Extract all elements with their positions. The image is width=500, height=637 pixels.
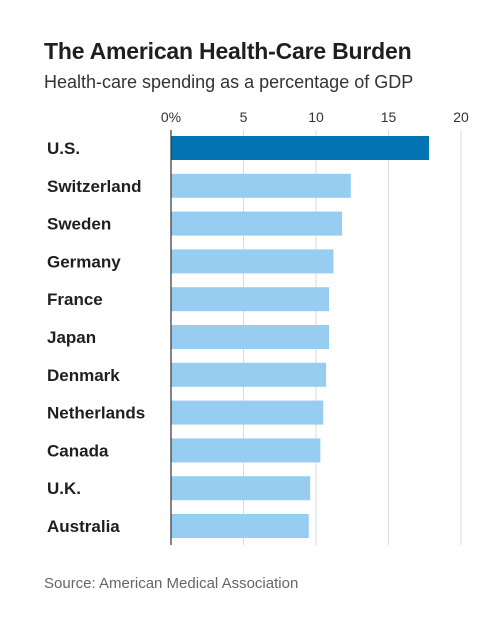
bar-u-k — [171, 476, 311, 501]
category-label: Australia — [47, 517, 120, 536]
bar-germany — [171, 249, 334, 274]
x-tick-label: 15 — [381, 109, 397, 125]
x-axis-ticks: 0% 5 10 15 20 — [161, 109, 469, 125]
bar-canada — [171, 438, 321, 463]
category-label: Canada — [47, 441, 109, 460]
bar-france — [171, 287, 330, 312]
bar-denmark — [171, 362, 327, 387]
x-tick-label: 0% — [161, 109, 181, 125]
category-label: Japan — [47, 328, 96, 347]
bar-u-s — [171, 136, 430, 160]
category-label: U.K. — [47, 479, 81, 498]
x-tick-label: 10 — [308, 109, 324, 125]
bar-switzerland — [171, 173, 351, 198]
category-label: France — [47, 290, 103, 309]
bars — [171, 136, 430, 538]
bar-sweden — [171, 211, 343, 236]
x-tick-label: 5 — [240, 109, 248, 125]
bar-australia — [171, 514, 309, 538]
category-label: Switzerland — [47, 177, 141, 196]
category-label: U.S. — [47, 139, 80, 158]
category-label: Sweden — [47, 215, 111, 234]
source-note: Source: American Medical Association — [44, 575, 299, 592]
category-label: Germany — [47, 252, 121, 271]
chart-title: The American Health-Care Burden — [44, 38, 412, 64]
x-tick-label: 20 — [453, 109, 469, 125]
category-label: Netherlands — [47, 404, 145, 423]
chart-subtitle: Health-care spending as a percentage of … — [44, 72, 414, 92]
bar-netherlands — [171, 400, 324, 425]
bar-japan — [171, 325, 330, 349]
category-label: Denmark — [47, 366, 120, 385]
category-labels: U.S. Switzerland Sweden Germany France Japan D… — [47, 139, 145, 536]
